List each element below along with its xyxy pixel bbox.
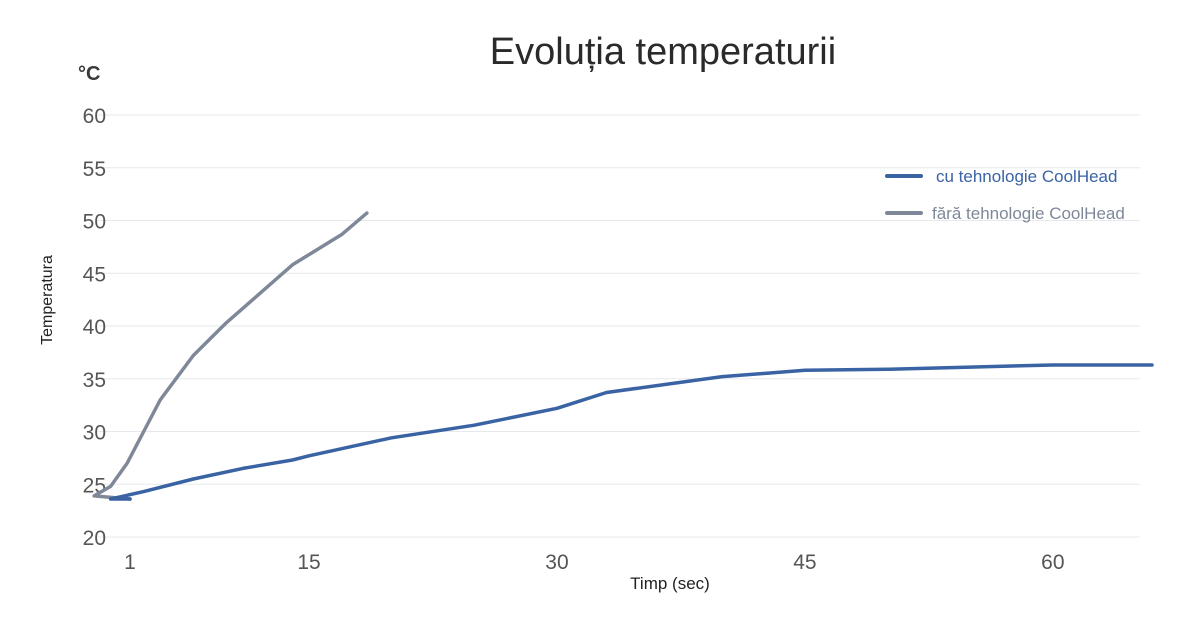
x-tick-label: 1 <box>124 551 136 574</box>
x-tick-label: 30 <box>545 551 568 574</box>
series-line-0 <box>108 363 1154 501</box>
legend-label: fără tehnologie CoolHead <box>932 204 1125 223</box>
y-tick-label: 60 <box>83 105 106 128</box>
y-tick-label: 20 <box>83 527 106 550</box>
gridlines <box>98 114 1140 538</box>
x-tick-labels: 1 15 30 45 60 <box>124 551 1064 574</box>
y-axis-label: Temperatura <box>39 255 56 345</box>
legend-label: cu tehnologie CoolHead <box>936 167 1117 186</box>
y-tick-label: 30 <box>83 422 106 445</box>
x-tick-label: 45 <box>793 551 816 574</box>
y-tick-label: 45 <box>83 263 106 286</box>
y-tick-label: 50 <box>83 211 106 234</box>
series-line-1 <box>92 211 369 501</box>
chart-title: Evoluția temperaturii <box>490 31 836 73</box>
legend: cu tehnologie CoolHead fără tehnologie Co… <box>885 167 1125 223</box>
y-tick-label: 55 <box>83 158 106 181</box>
y-unit-label: °C <box>78 63 100 85</box>
x-tick-label: 60 <box>1041 551 1064 574</box>
y-tick-label: 35 <box>83 369 106 392</box>
y-tick-label: 40 <box>83 316 106 339</box>
series-lines <box>92 211 1154 501</box>
x-axis-label: Timp (sec) <box>630 574 710 593</box>
x-tick-label: 15 <box>297 551 320 574</box>
